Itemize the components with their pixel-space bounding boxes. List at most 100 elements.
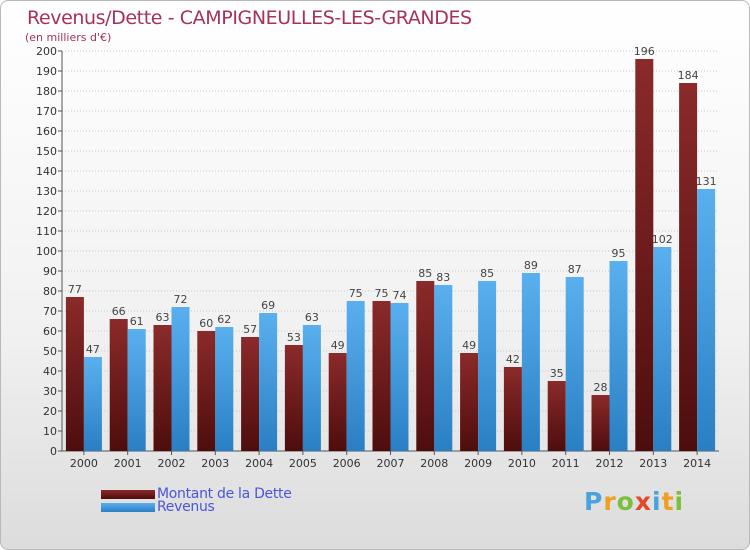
data-label-revenus: 95	[612, 247, 626, 260]
bar-revenus	[478, 281, 497, 451]
bar-revenus	[127, 329, 146, 451]
y-tick-label: 10	[43, 425, 57, 438]
bar-dette	[328, 353, 347, 451]
x-tick-label: 2006	[333, 457, 361, 470]
bar-dette	[372, 301, 391, 451]
proxiti-logo: Proxiti	[584, 487, 684, 516]
bar-dette	[416, 281, 435, 451]
y-tick-label: 110	[36, 225, 57, 238]
bar-revenus	[390, 303, 409, 451]
bar-revenus	[215, 327, 234, 451]
bar-dette	[109, 319, 128, 451]
x-tick-label: 2004	[245, 457, 273, 470]
bar-dette	[284, 345, 303, 451]
y-tick-label: 20	[43, 405, 57, 418]
bar-revenus	[609, 261, 628, 451]
data-label-dette: 85	[418, 267, 432, 280]
x-tick-label: 2002	[158, 457, 186, 470]
y-tick-label: 190	[36, 65, 57, 78]
bar-revenus	[259, 313, 278, 451]
logo-letter: t	[661, 487, 675, 516]
data-label-revenus: 83	[436, 271, 450, 284]
x-tick-label: 2012	[596, 457, 624, 470]
bar-revenus	[346, 301, 365, 451]
x-tick-label: 2003	[201, 457, 229, 470]
bar-revenus	[302, 325, 321, 451]
data-label-dette: 35	[550, 367, 564, 380]
bar-revenus	[653, 247, 672, 451]
data-label-revenus: 69	[261, 299, 275, 312]
data-label-dette: 42	[506, 353, 520, 366]
y-tick-label: 120	[36, 205, 57, 218]
logo-letter: x	[634, 487, 652, 516]
y-tick-label: 160	[36, 125, 57, 138]
y-tick-label: 140	[36, 165, 57, 178]
data-label-revenus: 63	[305, 311, 319, 324]
x-tick-label: 2001	[114, 457, 142, 470]
legend-label-revenus: Revenus	[157, 499, 215, 515]
data-label-revenus: 62	[217, 313, 231, 326]
data-label-dette: 66	[112, 305, 126, 318]
data-label-dette: 63	[156, 311, 170, 324]
data-label-revenus: 89	[524, 259, 538, 272]
y-tick-label: 50	[43, 345, 57, 358]
x-tick-label: 2010	[508, 457, 536, 470]
bar-dette	[197, 331, 216, 451]
bar-revenus	[83, 357, 102, 451]
y-tick-label: 80	[43, 285, 57, 298]
y-tick-label: 30	[43, 385, 57, 398]
x-tick-label: 2000	[70, 457, 98, 470]
bar-dette	[679, 83, 698, 451]
y-tick-label: 170	[36, 105, 57, 118]
data-label-revenus: 87	[568, 263, 582, 276]
legend-label-dette: Montant de la Dette	[157, 486, 292, 502]
y-tick-label: 200	[36, 45, 57, 58]
data-label-revenus: 47	[86, 343, 100, 356]
data-label-dette: 57	[243, 323, 257, 336]
data-label-revenus: 102	[652, 233, 673, 246]
bar-dette	[65, 297, 84, 451]
x-tick-label: 2013	[639, 457, 667, 470]
chart-title: Revenus/Dette - CAMPIGNEULLES-LES-GRANDE…	[27, 7, 472, 29]
y-tick-label: 100	[36, 245, 57, 258]
data-label-dette: 28	[594, 381, 608, 394]
bar-revenus	[434, 285, 453, 451]
bar-revenus	[697, 189, 716, 451]
x-tick-label: 2005	[289, 457, 317, 470]
logo-letter: i	[652, 487, 662, 516]
data-label-revenus: 74	[393, 289, 407, 302]
bar-dette	[547, 381, 566, 451]
data-label-dette: 184	[678, 69, 699, 82]
x-tick-label: 2008	[420, 457, 448, 470]
data-label-revenus: 75	[349, 287, 363, 300]
bar-revenus	[171, 307, 190, 451]
data-label-dette: 196	[634, 45, 655, 58]
data-label-revenus: 85	[480, 267, 494, 280]
data-label-revenus: 61	[130, 315, 144, 328]
data-label-revenus: 131	[696, 175, 717, 188]
data-label-revenus: 72	[174, 293, 188, 306]
y-tick-label: 130	[36, 185, 57, 198]
logo-letter: P	[584, 487, 604, 516]
y-tick-label: 40	[43, 365, 57, 378]
legend-item-dette: Montant de la Dette	[101, 486, 292, 502]
bar-dette	[591, 395, 610, 451]
bar-dette	[153, 325, 172, 451]
bar-dette	[635, 59, 654, 451]
y-tick-label: 0	[50, 445, 57, 458]
x-tick-label: 2011	[552, 457, 580, 470]
bar-revenus	[521, 273, 540, 451]
data-label-dette: 75	[375, 287, 389, 300]
bar-dette	[241, 337, 260, 451]
data-label-dette: 49	[462, 339, 476, 352]
y-tick-label: 60	[43, 325, 57, 338]
x-tick-label: 2014	[683, 457, 711, 470]
data-label-dette: 49	[331, 339, 345, 352]
logo-letter: o	[616, 487, 635, 516]
legend-swatch-revenus	[101, 502, 155, 512]
data-label-dette: 60	[199, 317, 213, 330]
bar-dette	[460, 353, 479, 451]
legend: Montant de la Dette Revenus	[101, 486, 292, 515]
y-tick-label: 90	[43, 265, 57, 278]
